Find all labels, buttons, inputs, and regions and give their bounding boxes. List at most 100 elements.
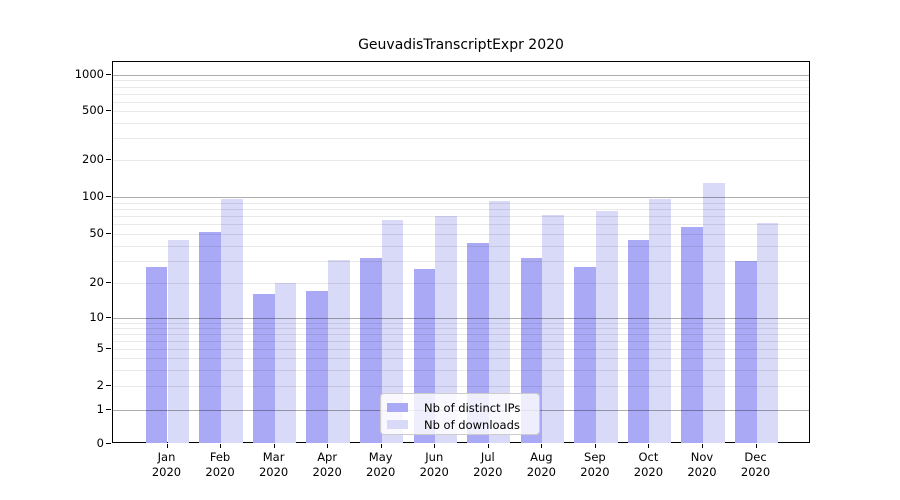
x-tick-label: Oct 2020: [620, 450, 676, 480]
x-tick-label: Jun 2020: [406, 450, 462, 480]
bar-distinct-ips: [627, 239, 650, 443]
gridline-minor: [113, 322, 809, 324]
legend-swatch: [387, 403, 408, 412]
x-tick-month: Dec: [744, 450, 767, 464]
gridline-minor: [113, 138, 809, 140]
y-tick-label: 5: [96, 340, 104, 355]
y-tick-mark: [106, 282, 111, 283]
gridline-minor: [113, 160, 809, 161]
bar-downloads: [756, 223, 779, 443]
y-tick-mark: [106, 409, 111, 410]
y-tick-mark: [106, 159, 111, 160]
bar-distinct-ips: [734, 261, 757, 443]
x-tick-month: Feb: [209, 450, 231, 464]
legend-item-distinct-ips: Nb of distinct IPs: [387, 399, 533, 416]
x-tick-mark: [273, 444, 275, 448]
gridline-minor: [113, 202, 809, 204]
plot-area: Nb of distinct IPs Nb of downloads: [112, 61, 810, 443]
gridline-minor: [113, 261, 809, 263]
gridline-minor: [113, 340, 809, 342]
x-tick-label: Aug 2020: [513, 450, 569, 480]
y-tick-mark: [106, 317, 111, 318]
legend-label: Nb of downloads: [424, 417, 520, 432]
bar-downloads: [328, 259, 350, 443]
bar-distinct-ips: [574, 266, 596, 443]
gridline-minor: [113, 358, 809, 359]
x-tick-mark: [594, 444, 596, 448]
gridline-minor: [113, 224, 809, 226]
x-tick-year: 2020: [473, 465, 503, 479]
legend: Nb of distinct IPs Nb of downloads: [380, 393, 540, 435]
x-tick-label: Apr 2020: [299, 450, 355, 480]
x-tick-label: Nov 2020: [674, 450, 730, 480]
x-tick-month: Mar: [262, 450, 285, 464]
y-tick-label: 100: [82, 188, 104, 203]
x-tick-year: 2020: [366, 465, 396, 479]
bar-distinct-ips: [252, 294, 275, 443]
gridline-minor: [113, 327, 809, 329]
x-tick-mark: [541, 444, 543, 448]
bar-downloads: [649, 198, 672, 443]
bar-distinct-ips: [306, 291, 329, 443]
x-tick-month: Sep: [584, 450, 606, 464]
x-tick-month: Aug: [530, 450, 553, 464]
gridline-minor: [113, 245, 809, 247]
x-tick-label: Dec 2020: [728, 450, 784, 480]
gridline-minor: [113, 93, 809, 95]
bar-downloads: [435, 216, 457, 443]
gridline-minor: [113, 349, 809, 350]
bar-downloads: [542, 214, 565, 443]
x-tick-mark: [487, 444, 489, 448]
bar-downloads: [703, 182, 725, 443]
x-tick-mark: [380, 444, 382, 448]
gridline-minor: [113, 234, 809, 235]
gridline-minor: [113, 111, 809, 112]
y-tick-label: 0: [96, 435, 104, 450]
gridline-major: [113, 318, 809, 319]
x-tick-label: Jul 2020: [460, 450, 516, 480]
x-tick-month: Nov: [690, 450, 714, 464]
x-tick-year: 2020: [312, 465, 342, 479]
y-tick-label: 10: [89, 309, 104, 324]
bar-distinct-ips: [360, 257, 382, 443]
bar-downloads: [167, 239, 190, 443]
x-tick-month: Oct: [638, 450, 659, 464]
x-tick-mark: [327, 444, 329, 448]
chart-title: GeuvadisTranscriptExpr 2020: [358, 37, 564, 53]
y-tick-label: 1000: [74, 66, 104, 81]
x-tick-mark: [434, 444, 436, 448]
y-tick-label: 1: [96, 401, 104, 416]
bar-downloads: [381, 219, 404, 443]
gridline-minor: [113, 216, 809, 218]
y-tick-mark: [106, 74, 111, 75]
y-tick-label: 200: [82, 151, 104, 166]
x-tick-mark: [702, 444, 703, 448]
x-tick-month: Jul: [480, 450, 495, 464]
x-tick-mark: [648, 444, 650, 448]
gridline-minor: [113, 386, 809, 387]
legend-swatch: [387, 420, 408, 429]
x-tick-month: Jan: [157, 450, 176, 464]
x-tick-label: Mar 2020: [246, 450, 302, 480]
x-tick-month: Apr: [317, 450, 338, 464]
bar-distinct-ips: [145, 266, 168, 443]
x-tick-mark: [220, 444, 222, 448]
x-tick-year: 2020: [258, 465, 289, 479]
gridline-minor: [113, 333, 809, 335]
x-tick-month: May: [368, 450, 393, 464]
gridline-minor: [113, 86, 809, 88]
y-tick-mark: [106, 443, 111, 444]
legend-label: Nb of distinct IPs: [424, 400, 521, 415]
gridline-minor: [113, 101, 809, 103]
x-tick-label: Feb 2020: [192, 450, 248, 480]
bar-downloads: [221, 198, 243, 443]
x-tick-year: 2020: [526, 465, 556, 479]
x-tick-label: Jan 2020: [139, 450, 195, 480]
x-tick-year: 2020: [687, 465, 717, 479]
bar-downloads: [595, 210, 618, 443]
x-tick-year: 2020: [151, 465, 182, 479]
x-tick-month: Jun: [425, 450, 444, 464]
y-tick-label: 50: [89, 225, 104, 240]
gridline-minor: [113, 283, 809, 284]
